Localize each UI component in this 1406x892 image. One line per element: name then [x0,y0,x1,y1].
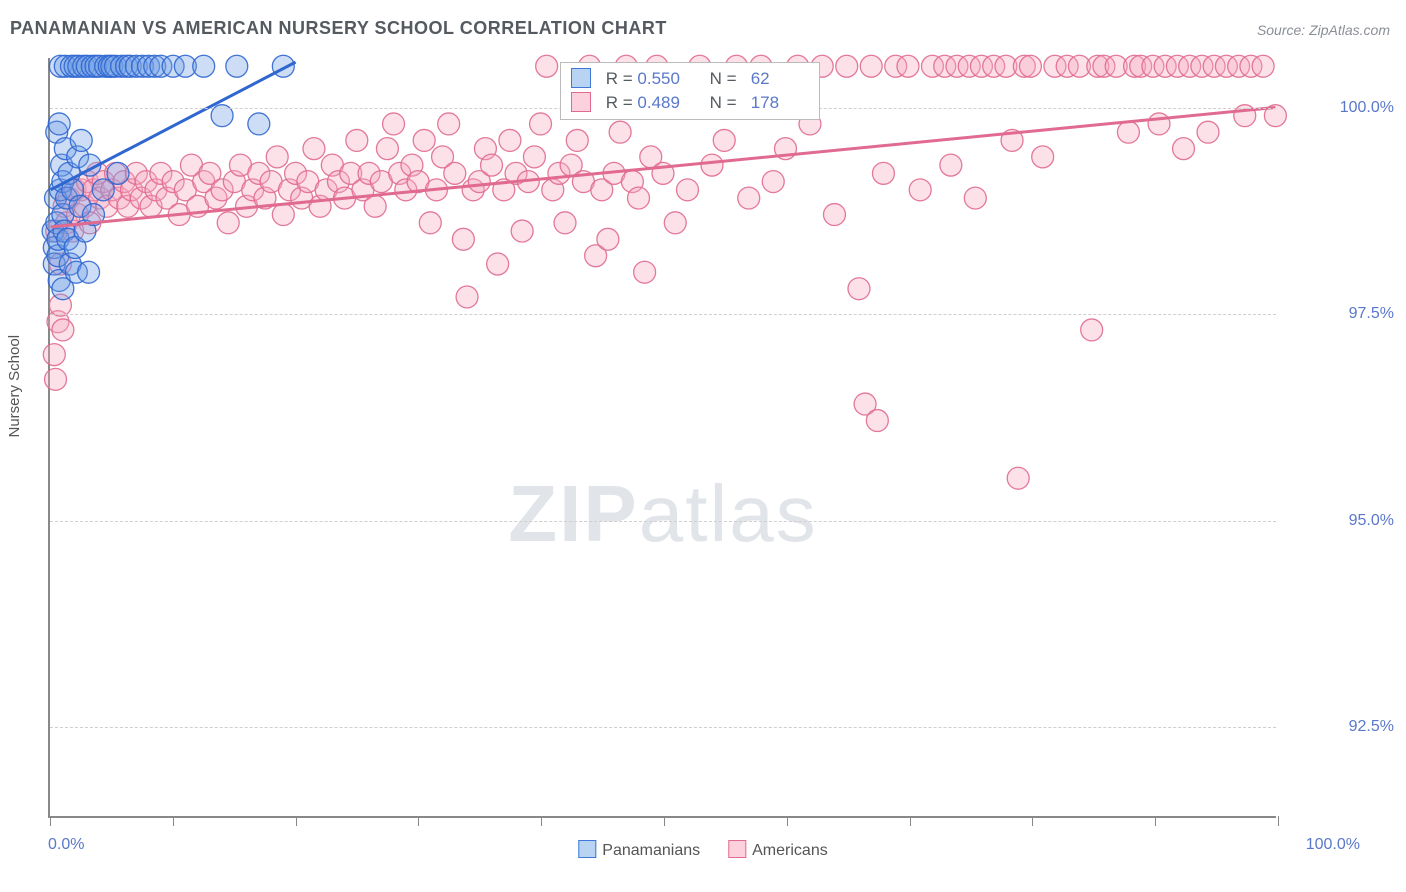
stats-r-label: R = [606,69,633,88]
legend-swatch [578,840,596,858]
chart-title: PANAMANIAN VS AMERICAN NURSERY SCHOOL CO… [10,18,667,39]
legend-swatch [728,840,746,858]
stats-n-label: N = [710,93,737,112]
chart-container: PANAMANIAN VS AMERICAN NURSERY SCHOOL CO… [0,0,1406,892]
stats-row-panamanians: R = 0.550 N = 62 [571,67,809,91]
legend-item-panamanians: Panamanians [578,840,700,860]
y-axis-label: Nursery School [6,335,23,438]
stats-n-label: N = [710,69,737,88]
stats-n-value: 178 [751,91,809,115]
y-tick-label: 95.0% [1349,512,1394,530]
plot-area: ZIPatlas [48,58,1276,818]
stats-box: R = 0.550 N = 62 R = 0.489 N = 178 [560,62,820,120]
chart-svg [50,58,1276,816]
stats-r-value: 0.550 [637,67,695,91]
y-tick-label: 97.5% [1349,305,1394,323]
y-tick-label: 100.0% [1340,99,1394,117]
stats-r-label: R = [606,93,633,112]
legend-label: Panamanians [602,842,700,859]
stats-swatch [571,68,591,88]
stats-row-americans: R = 0.489 N = 178 [571,91,809,115]
x-axis-max-label: 100.0% [1306,836,1360,854]
stats-swatch [571,92,591,112]
source-label: Source: ZipAtlas.com [1257,22,1390,38]
legend-label: Americans [752,842,828,859]
x-axis-min-label: 0.0% [48,836,84,854]
legend-bottom: Panamanians Americans [578,840,827,860]
legend-item-americans: Americans [728,840,828,860]
stats-r-value: 0.489 [637,91,695,115]
stats-n-value: 62 [751,67,809,91]
y-tick-label: 92.5% [1349,718,1394,736]
